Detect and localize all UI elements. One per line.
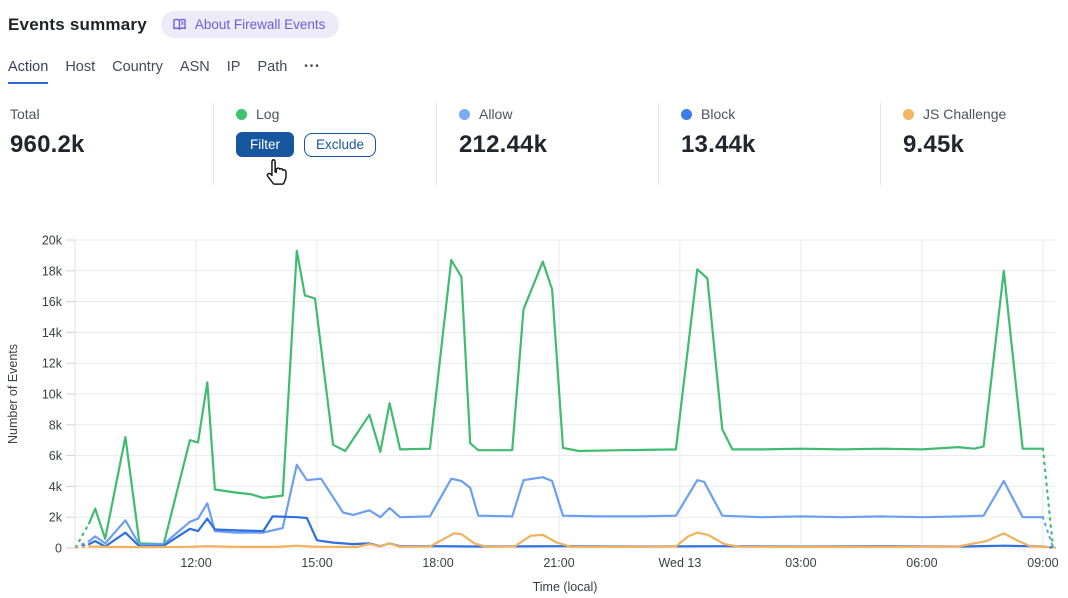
stat-card-block[interactable]: Block 13.44k xyxy=(658,103,880,185)
stat-card-allow[interactable]: Allow 212.44k xyxy=(436,103,658,185)
log-legend-dot xyxy=(236,108,247,120)
svg-text:15:00: 15:00 xyxy=(301,556,332,570)
svg-text:10k: 10k xyxy=(42,388,63,402)
allow-legend-dot xyxy=(459,108,470,120)
stat-card-total: Total 960.2k xyxy=(10,103,213,185)
block-label: Block xyxy=(701,106,736,122)
svg-text:16k: 16k xyxy=(42,295,63,309)
log-label: Log xyxy=(256,106,280,122)
events-chart: 0 2k 4k 6k 8k 10k 12k 14k 16k 18k 20k 12:00 15:00 18:… xyxy=(6,234,1059,595)
svg-text:Number of Events: Number of Events xyxy=(6,344,20,444)
js-challenge-value: 9.45k xyxy=(903,131,965,158)
total-label: Total xyxy=(10,106,40,122)
svg-text:03:00: 03:00 xyxy=(785,556,816,570)
svg-text:0: 0 xyxy=(55,542,62,556)
tab-bar: Action Host Country ASN IP Path ••• xyxy=(8,59,321,84)
svg-text:18k: 18k xyxy=(42,264,63,278)
tab-host[interactable]: Host xyxy=(65,59,96,75)
about-firewall-events-badge[interactable]: About Firewall Events xyxy=(160,11,340,38)
tab-action[interactable]: Action xyxy=(8,59,49,84)
stat-card-js-challenge[interactable]: JS Challenge 9.45k xyxy=(880,103,1060,185)
svg-text:6k: 6k xyxy=(49,449,63,463)
svg-text:21:00: 21:00 xyxy=(543,556,574,570)
block-value: 13.44k xyxy=(681,131,756,158)
events-chart-area[interactable]: 0 2k 4k 6k 8k 10k 12k 14k 16k 18k 20k 12:00 15:00 18:… xyxy=(0,220,1068,598)
total-value: 960.2k xyxy=(10,131,85,158)
svg-text:14k: 14k xyxy=(42,326,63,340)
svg-text:12k: 12k xyxy=(42,357,63,371)
about-badge-label: About Firewall Events xyxy=(194,17,326,32)
allow-value: 212.44k xyxy=(459,131,548,158)
more-tabs-icon[interactable]: ••• xyxy=(304,60,321,72)
tab-asn[interactable]: ASN xyxy=(179,59,210,75)
block-legend-dot xyxy=(681,108,692,120)
js-challenge-label: JS Challenge xyxy=(923,106,1007,122)
tab-path[interactable]: Path xyxy=(257,59,288,75)
filter-button[interactable]: Filter xyxy=(236,132,294,157)
svg-text:18:00: 18:00 xyxy=(422,556,453,570)
stats-row: Total 960.2k Log Filter Exclude Allow 21… xyxy=(10,103,1060,185)
book-icon xyxy=(171,16,188,33)
page-title: Events summary xyxy=(8,14,147,34)
svg-text:20k: 20k xyxy=(42,234,63,248)
header: Events summary About Firewall Events xyxy=(8,11,340,38)
allow-label: Allow xyxy=(479,106,513,122)
js-challenge-legend-dot xyxy=(903,108,914,120)
svg-text:12:00: 12:00 xyxy=(180,556,211,570)
svg-text:4k: 4k xyxy=(49,480,63,494)
svg-text:06:00: 06:00 xyxy=(906,556,937,570)
svg-text:2k: 2k xyxy=(49,511,63,525)
tab-ip[interactable]: IP xyxy=(226,59,241,75)
svg-text:Time (local): Time (local) xyxy=(533,580,598,594)
exclude-button[interactable]: Exclude xyxy=(304,132,377,157)
stat-card-log[interactable]: Log Filter Exclude xyxy=(213,103,436,185)
svg-text:8k: 8k xyxy=(49,418,63,432)
svg-text:09:00: 09:00 xyxy=(1027,556,1058,570)
tab-country[interactable]: Country xyxy=(112,59,163,75)
svg-text:Wed 13: Wed 13 xyxy=(658,556,701,570)
